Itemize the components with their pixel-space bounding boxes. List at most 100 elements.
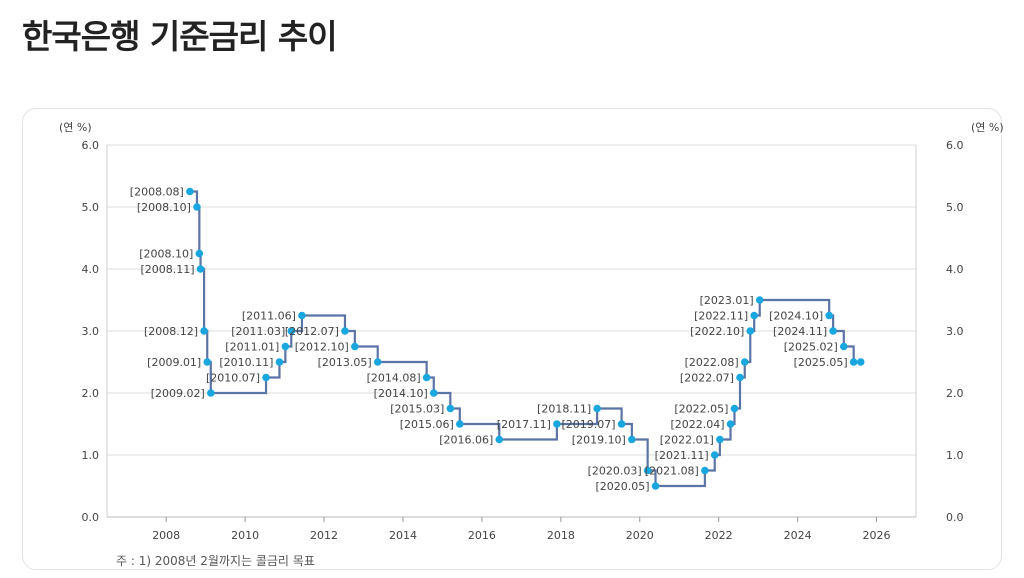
y-tick-label-left: 5.0 bbox=[82, 201, 100, 214]
data-label: [2022.04] bbox=[670, 418, 724, 431]
data-point bbox=[341, 327, 349, 335]
data-label: [2015.06] bbox=[400, 418, 454, 431]
y-tick-label-left: 0.0 bbox=[82, 511, 100, 524]
data-label: [2022.07] bbox=[680, 372, 734, 385]
data-label: [2008.08] bbox=[130, 186, 184, 199]
y-tick-label-left: 1.0 bbox=[82, 449, 100, 462]
data-point bbox=[710, 451, 719, 459]
data-point bbox=[456, 420, 464, 428]
x-tick-label: 2008 bbox=[152, 529, 180, 542]
y-axis-label-right: (연 %) bbox=[971, 121, 1003, 134]
data-point bbox=[701, 466, 709, 475]
data-point bbox=[287, 327, 296, 335]
data-label: [2014.08] bbox=[367, 372, 421, 385]
data-point bbox=[651, 482, 660, 490]
rate-chart: 0.0 0.0 1.0 1.0 2.0 2.0 3.0 3.0 4.0 4.0 5.0 5.0 6.0 6… bbox=[59, 121, 1003, 542]
data-point bbox=[446, 404, 455, 413]
rate-step-line bbox=[189, 190, 861, 488]
data-point bbox=[200, 327, 208, 335]
data-point bbox=[716, 435, 724, 444]
data-label: [2022.10] bbox=[690, 325, 744, 338]
data-label: [2011.03] bbox=[231, 325, 285, 338]
data-label: [2016.06] bbox=[439, 434, 493, 447]
data-point bbox=[193, 203, 201, 211]
y-tick-label-right: 6.0 bbox=[946, 139, 964, 152]
data-label: [2023.01] bbox=[700, 294, 754, 307]
data-point bbox=[186, 187, 194, 196]
data-label: [2025.05] bbox=[794, 356, 848, 369]
data-label: [2008.10] bbox=[137, 201, 191, 214]
data-label: [2024.10] bbox=[769, 310, 823, 323]
data-point bbox=[351, 342, 359, 351]
data-label: [2020.03] bbox=[588, 465, 642, 478]
data-label: [2019.10] bbox=[572, 434, 626, 447]
y-tick-label-right: 3.0 bbox=[946, 325, 964, 338]
data-point bbox=[281, 342, 290, 351]
data-label: [2009.01] bbox=[147, 356, 201, 369]
data-label: [2017.11] bbox=[497, 418, 551, 431]
page-title: 한국은행 기준금리 추이 bbox=[22, 17, 338, 56]
data-point bbox=[203, 358, 212, 366]
data-point bbox=[628, 435, 636, 444]
y-tick-label-right: 2.0 bbox=[946, 387, 964, 400]
data-label: [2019.07] bbox=[562, 418, 616, 431]
data-point bbox=[429, 389, 438, 397]
chart-card: 0.0 0.0 1.0 1.0 2.0 2.0 3.0 3.0 4.0 4.0 5.0 5.0 6.0 6… bbox=[22, 108, 1003, 570]
data-point bbox=[195, 249, 204, 258]
x-tick-label: 2020 bbox=[626, 529, 654, 542]
data-point bbox=[829, 327, 837, 335]
data-point bbox=[825, 311, 833, 320]
x-tick-label: 2026 bbox=[863, 529, 891, 542]
data-point bbox=[839, 342, 848, 351]
data-label: [2015.03] bbox=[390, 403, 444, 416]
y-tick-label-right: 4.0 bbox=[946, 263, 964, 276]
data-label: [2022.01] bbox=[660, 434, 714, 447]
data-point bbox=[275, 358, 284, 366]
data-point bbox=[856, 358, 865, 366]
data-point bbox=[593, 404, 601, 413]
data-label: [2012.10] bbox=[295, 341, 349, 354]
data-point bbox=[262, 373, 270, 382]
data-label: [2008.12] bbox=[144, 325, 198, 338]
data-point bbox=[643, 466, 652, 475]
y-tick-label-right: 0.0 bbox=[946, 511, 964, 524]
x-tick-label: 2018 bbox=[547, 529, 575, 542]
data-label: [2024.11] bbox=[773, 325, 827, 338]
footnote: 주 : 1) 2008년 2월까지는 콜금리 목표 bbox=[116, 554, 315, 568]
data-point bbox=[726, 420, 735, 428]
data-point bbox=[298, 311, 306, 320]
data-label: [2008.10] bbox=[139, 248, 193, 261]
data-label: [2021.08] bbox=[645, 465, 699, 478]
data-label: [2011.06] bbox=[242, 310, 296, 323]
data-point bbox=[750, 311, 758, 320]
data-label: [2018.11] bbox=[537, 403, 591, 416]
data-label: [2012.07] bbox=[285, 325, 339, 338]
data-point bbox=[849, 358, 858, 366]
x-tick-label: 2024 bbox=[784, 529, 812, 542]
data-label: [2010.11] bbox=[219, 356, 273, 369]
data-point bbox=[373, 358, 382, 366]
x-tick-label: 2016 bbox=[468, 529, 496, 542]
data-point bbox=[196, 265, 205, 273]
x-tick-label: 2014 bbox=[389, 529, 417, 542]
data-label: [2022.11] bbox=[694, 310, 748, 323]
data-point bbox=[422, 373, 431, 382]
data-label: [2009.02] bbox=[151, 387, 205, 400]
data-label: [2011.01] bbox=[225, 341, 279, 354]
data-label: [2020.05] bbox=[595, 480, 649, 493]
data-label: [2022.08] bbox=[685, 356, 739, 369]
data-point bbox=[755, 296, 764, 304]
y-tick-label-right: 5.0 bbox=[946, 201, 964, 214]
data-point bbox=[617, 420, 626, 428]
data-label: [2008.11] bbox=[140, 263, 194, 276]
data-point bbox=[553, 420, 561, 428]
data-point bbox=[206, 389, 215, 397]
y-tick-label-left: 6.0 bbox=[82, 139, 100, 152]
x-tick-label: 2012 bbox=[310, 529, 338, 542]
data-point bbox=[746, 327, 755, 335]
y-tick-label-left: 4.0 bbox=[82, 263, 100, 276]
data-point bbox=[736, 373, 744, 382]
data-point bbox=[740, 358, 749, 366]
y-tick-label-left: 3.0 bbox=[82, 325, 100, 338]
data-point bbox=[495, 435, 504, 444]
